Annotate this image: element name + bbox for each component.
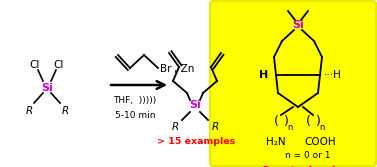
- Text: R: R: [25, 106, 33, 116]
- Text: Si: Si: [41, 83, 53, 93]
- Text: n: n: [287, 123, 293, 131]
- Text: n = 0 or 1: n = 0 or 1: [285, 151, 331, 160]
- Text: H: H: [259, 70, 268, 80]
- Text: H₂N: H₂N: [266, 137, 286, 147]
- Text: ): ): [284, 116, 288, 128]
- FancyBboxPatch shape: [210, 1, 376, 166]
- Text: COOH: COOH: [304, 137, 336, 147]
- Text: Cl: Cl: [54, 60, 64, 70]
- Text: , Zn: , Zn: [174, 64, 195, 74]
- Text: R: R: [211, 122, 219, 132]
- Text: Br: Br: [160, 64, 172, 74]
- Text: Si: Si: [292, 20, 304, 30]
- Text: R: R: [172, 122, 179, 132]
- Text: Si: Si: [189, 100, 201, 110]
- Text: Cl: Cl: [30, 60, 40, 70]
- Text: ): ): [316, 116, 320, 128]
- Text: (: (: [274, 116, 279, 128]
- Text: Constrained: Constrained: [260, 166, 336, 167]
- Text: (: (: [306, 116, 310, 128]
- Text: ···H: ···H: [324, 70, 342, 80]
- Text: > 15 examples: > 15 examples: [157, 137, 235, 146]
- Text: n: n: [319, 123, 325, 131]
- Text: 5-10 min: 5-10 min: [115, 112, 155, 121]
- Text: R: R: [61, 106, 69, 116]
- Text: THF,  ))))): THF, ))))): [113, 96, 156, 105]
